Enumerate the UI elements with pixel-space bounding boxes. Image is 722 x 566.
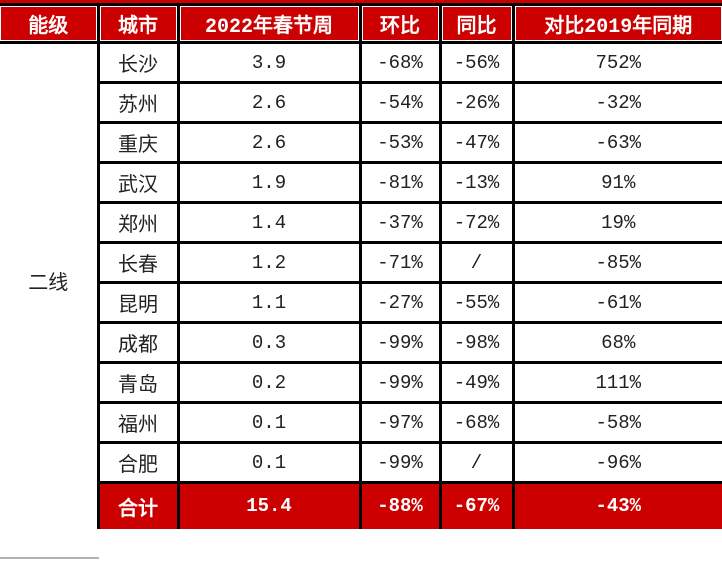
- col-header-mom: 环比: [358, 3, 442, 44]
- city-cell: 郑州: [96, 201, 180, 244]
- col-header-week2022: 2022年春节周: [176, 3, 362, 44]
- yoy-cell: -98%: [438, 321, 515, 364]
- week-cell: 0.2: [176, 361, 362, 404]
- tier-merged-cell: 二线: [0, 41, 100, 483]
- total-tier-empty-cell: [0, 482, 100, 529]
- total-week-cell: 15.4: [176, 481, 362, 529]
- yoy-cell: -56%: [438, 41, 515, 84]
- total-vs2019-cell: -43%: [511, 481, 722, 529]
- week-cell: 3.9: [176, 41, 362, 84]
- week-cell: 2.6: [176, 81, 362, 124]
- vs2019-cell: -96%: [511, 441, 722, 484]
- mom-cell: -99%: [358, 441, 442, 484]
- mom-cell: -27%: [358, 281, 442, 324]
- week-cell: 2.6: [176, 121, 362, 164]
- yoy-cell: -68%: [438, 401, 515, 444]
- vs2019-cell: -58%: [511, 401, 722, 444]
- table-row: 青岛 0.2 -99% -49% 111%: [0, 361, 722, 404]
- table-row: 苏州 2.6 -54% -26% -32%: [0, 81, 722, 124]
- header-row: 能级 城市 2022年春节周 环比 同比 对比2019年同期: [0, 3, 722, 44]
- table-row: 武汉 1.9 -81% -13% 91%: [0, 161, 722, 204]
- col-header-vs2019: 对比2019年同期: [511, 3, 722, 44]
- table-row: 成都 0.3 -99% -98% 68%: [0, 321, 722, 364]
- week-cell: 0.1: [176, 441, 362, 484]
- vs2019-cell: -85%: [511, 241, 722, 284]
- vs2019-cell: -32%: [511, 81, 722, 124]
- city-cell: 成都: [96, 321, 180, 364]
- yoy-cell: /: [438, 241, 515, 284]
- second-tier-cities-table: 能级 城市 2022年春节周 环比 同比 对比2019年同期 二线 长沙 3.9…: [0, 3, 722, 529]
- week-cell: 1.4: [176, 201, 362, 244]
- total-label-cell: 合计: [96, 481, 180, 529]
- yoy-cell: -47%: [438, 121, 515, 164]
- vs2019-cell: -63%: [511, 121, 722, 164]
- week-cell: 0.3: [176, 321, 362, 364]
- mom-cell: -97%: [358, 401, 442, 444]
- col-header-tier: 能级: [0, 3, 100, 44]
- yoy-cell: -72%: [438, 201, 515, 244]
- mom-cell: -99%: [358, 321, 442, 364]
- total-row: 合计 15.4 -88% -67% -43%: [0, 481, 722, 529]
- table-row: 重庆 2.6 -53% -47% -63%: [0, 121, 722, 164]
- mom-cell: -53%: [358, 121, 442, 164]
- city-cell: 福州: [96, 401, 180, 444]
- yoy-cell: -49%: [438, 361, 515, 404]
- yoy-cell: -26%: [438, 81, 515, 124]
- city-cell: 长春: [96, 241, 180, 284]
- mom-cell: -99%: [358, 361, 442, 404]
- yoy-cell: /: [438, 441, 515, 484]
- city-cell: 苏州: [96, 81, 180, 124]
- mom-cell: -37%: [358, 201, 442, 244]
- vs2019-cell: 19%: [511, 201, 722, 244]
- yoy-cell: -13%: [438, 161, 515, 204]
- city-cell: 青岛: [96, 361, 180, 404]
- week-cell: 1.9: [176, 161, 362, 204]
- bottom-edge-line: [0, 557, 99, 559]
- city-cell: 重庆: [96, 121, 180, 164]
- table-row: 福州 0.1 -97% -68% -58%: [0, 401, 722, 444]
- vs2019-cell: 91%: [511, 161, 722, 204]
- mom-cell: -71%: [358, 241, 442, 284]
- mom-cell: -54%: [358, 81, 442, 124]
- mom-cell: -81%: [358, 161, 442, 204]
- vs2019-cell: -61%: [511, 281, 722, 324]
- city-cell: 合肥: [96, 441, 180, 484]
- col-header-yoy: 同比: [438, 3, 515, 44]
- table-row: 合肥 0.1 -99% / -96%: [0, 441, 722, 484]
- table-row: 长春 1.2 -71% / -85%: [0, 241, 722, 284]
- table-row: 二线 长沙 3.9 -68% -56% 752%: [0, 41, 722, 483]
- total-yoy-cell: -67%: [438, 481, 515, 529]
- city-cell: 武汉: [96, 161, 180, 204]
- table-row: 郑州 1.4 -37% -72% 19%: [0, 201, 722, 244]
- week-cell: 1.2: [176, 241, 362, 284]
- week-cell: 0.1: [176, 401, 362, 444]
- yoy-cell: -55%: [438, 281, 515, 324]
- total-mom-cell: -88%: [358, 481, 442, 529]
- city-cell: 长沙: [96, 41, 180, 84]
- city-cell: 昆明: [96, 281, 180, 324]
- vs2019-cell: 68%: [511, 321, 722, 364]
- col-header-city: 城市: [96, 3, 180, 44]
- week-cell: 1.1: [176, 281, 362, 324]
- mom-cell: -68%: [358, 41, 442, 84]
- table-row: 昆明 1.1 -27% -55% -61%: [0, 281, 722, 324]
- tier-label: 二线: [28, 271, 69, 294]
- vs2019-cell: 111%: [511, 361, 722, 404]
- vs2019-cell: 752%: [511, 41, 722, 84]
- top-crop-red-strip: [0, 0, 722, 3]
